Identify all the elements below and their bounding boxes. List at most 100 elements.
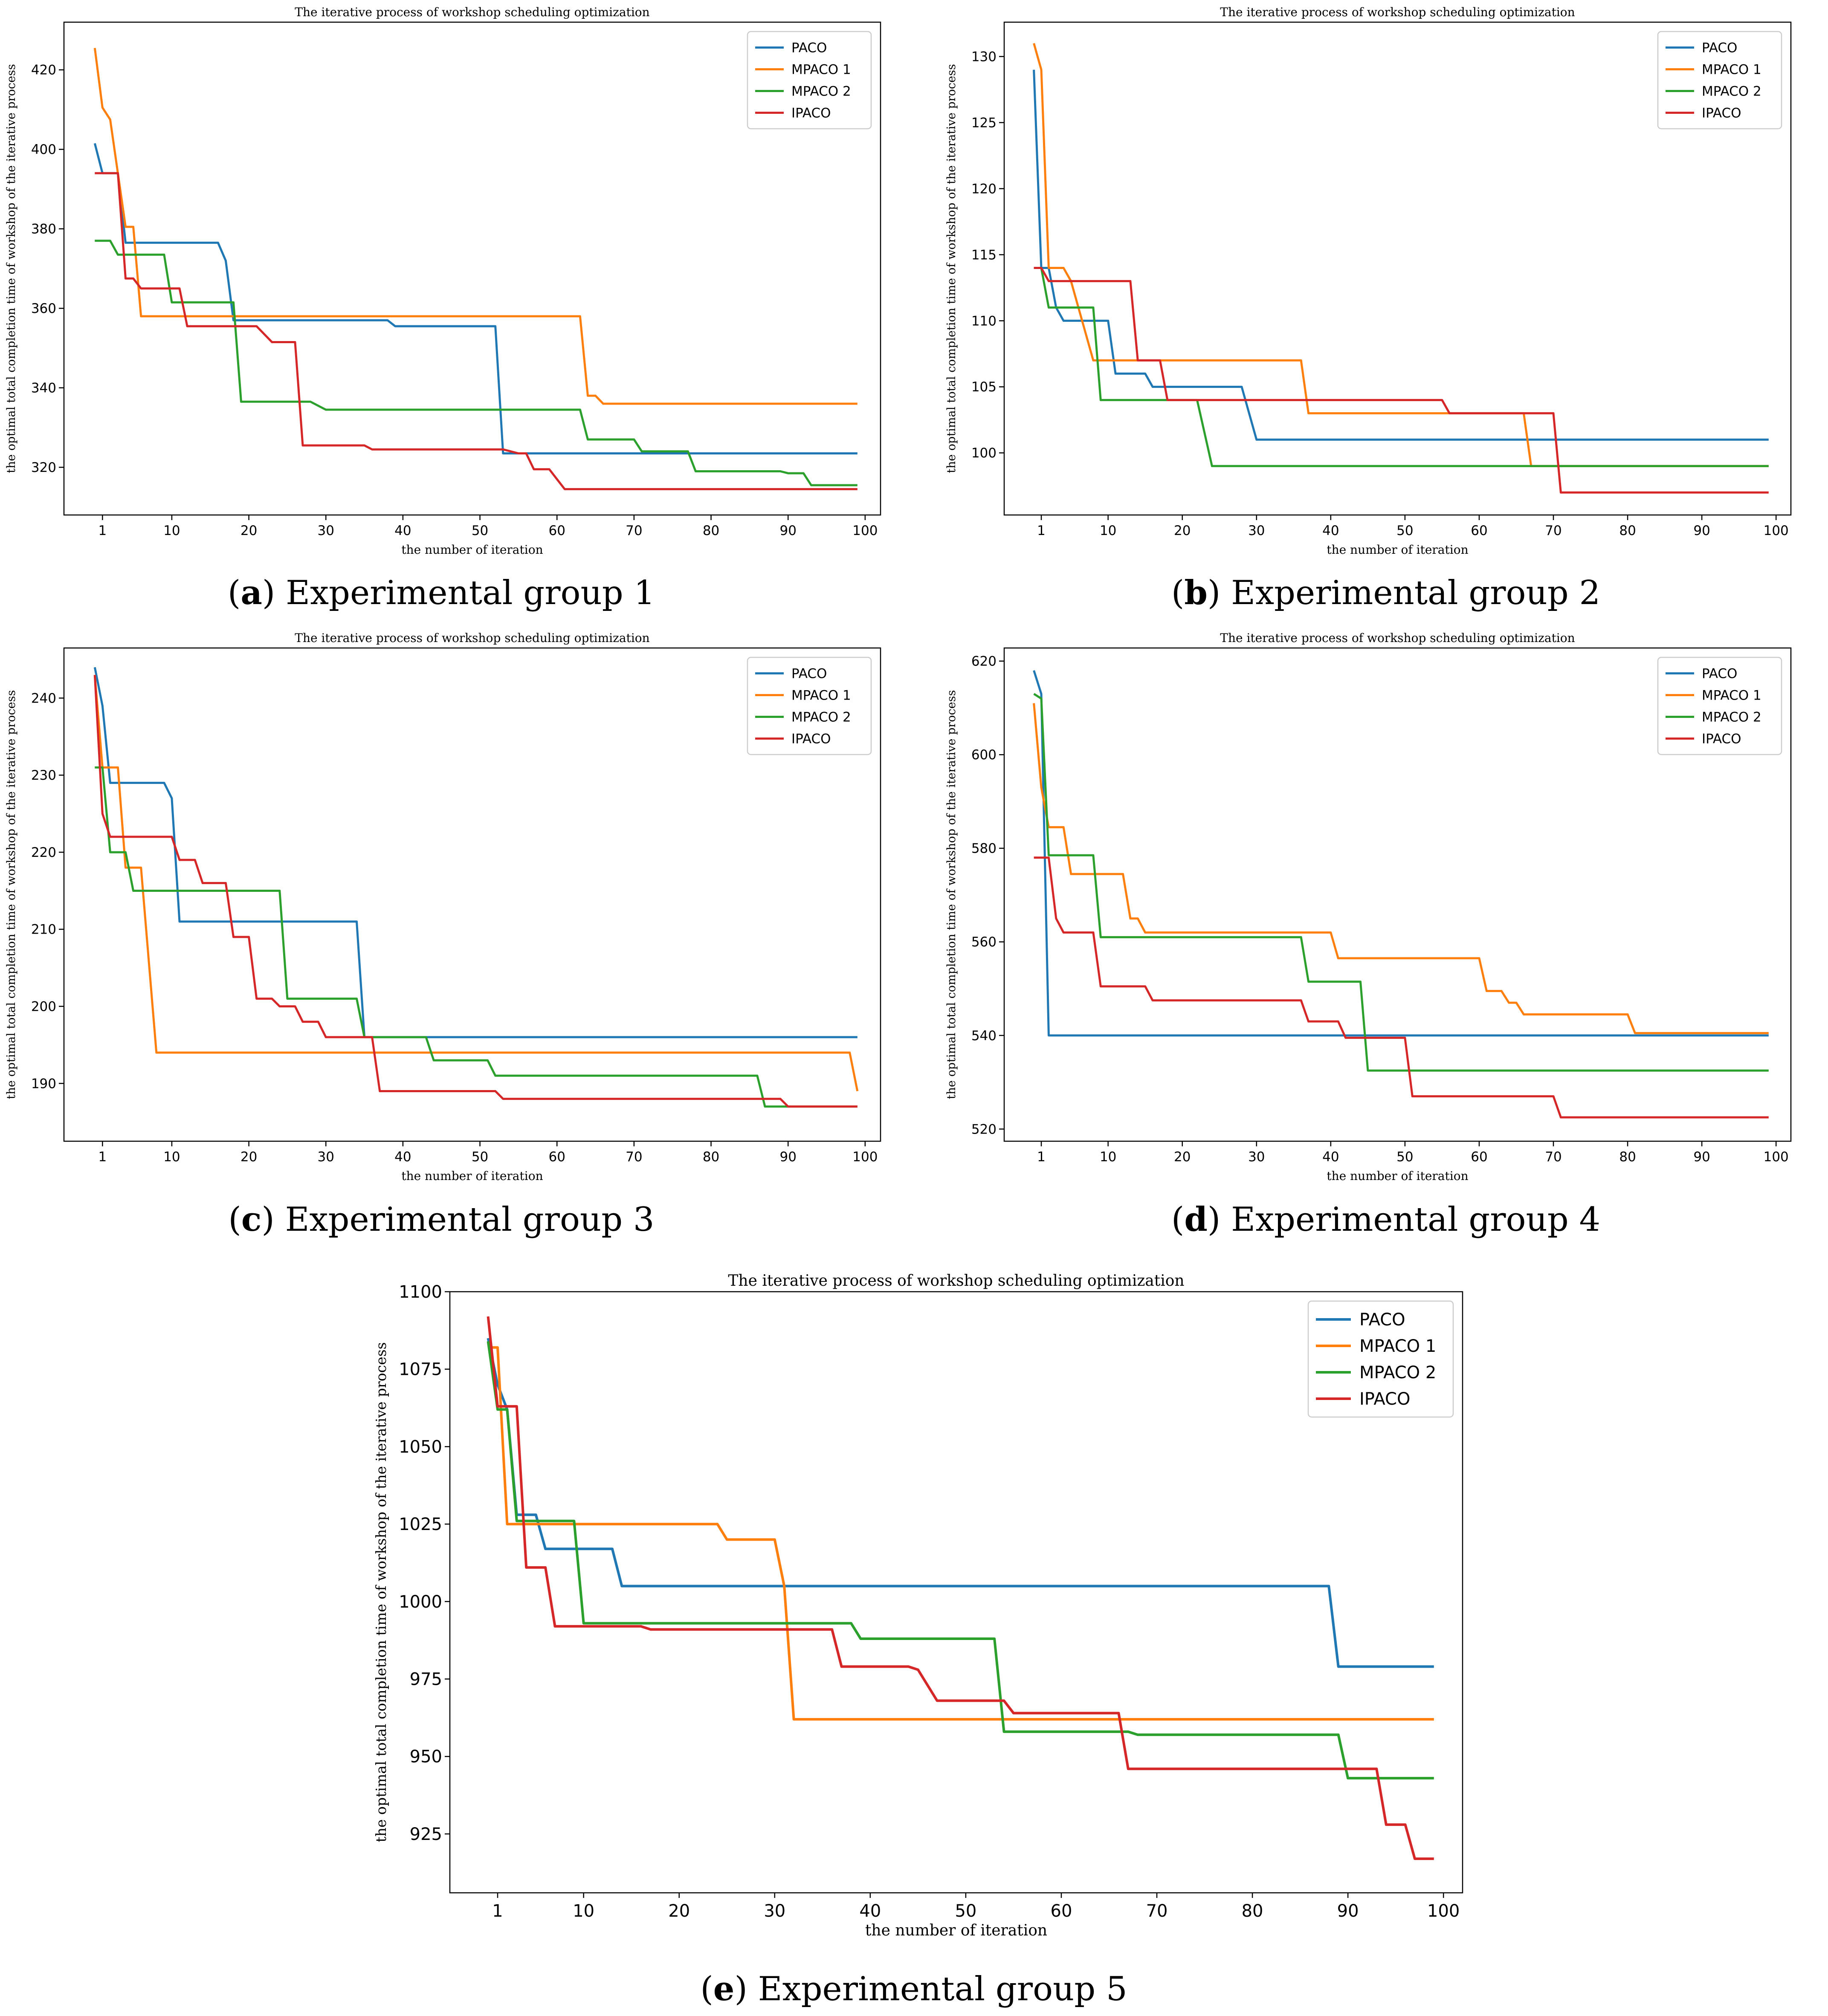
x-tick-label: 100 xyxy=(1764,523,1789,538)
legend-label: MPACO 2 xyxy=(1702,84,1761,99)
x-tick-label: 60 xyxy=(1471,1149,1487,1165)
y-tick-label: 110 xyxy=(971,313,997,329)
x-tick-label: 90 xyxy=(1693,1149,1710,1165)
series-line-ipaco xyxy=(1034,856,1769,1119)
series-line-ipaco xyxy=(95,172,858,490)
x-tick-label: 100 xyxy=(1427,1901,1460,1921)
x-tick-label: 60 xyxy=(548,523,565,538)
x-tick-label: 80 xyxy=(1619,523,1636,538)
x-tick-label: 10 xyxy=(1100,1149,1116,1165)
x-tick-label: 60 xyxy=(1471,523,1487,538)
y-tick-label: 120 xyxy=(971,181,997,197)
x-tick-label: 10 xyxy=(163,523,180,538)
series-line-paco xyxy=(93,143,858,454)
legend-label: MPACO 1 xyxy=(1702,688,1761,703)
y-axis-label: the optimal total completion time of wor… xyxy=(5,690,18,1099)
series-line-paco xyxy=(93,667,858,1038)
caption-b: (b) Experimental group 2 xyxy=(1171,573,1601,612)
legend-label: PACO xyxy=(791,666,827,681)
y-tick-label: 115 xyxy=(971,247,997,263)
chart-5: 1 10 20 30 40 50 60 70 80 90 100 925 950 975 1000 1025 1… xyxy=(373,1272,1463,1939)
x-tick-label: 30 xyxy=(318,1149,334,1165)
plot-frame xyxy=(449,1291,1463,1894)
y-tick-label: 105 xyxy=(971,379,997,395)
chart-title: The iterative process of workshop schedu… xyxy=(295,631,649,645)
x-tick-label: 30 xyxy=(318,523,334,538)
y-tick-label: 925 xyxy=(410,1825,442,1844)
caption-text: Experimental group 4 xyxy=(1231,1200,1601,1239)
y-tick-label: 950 xyxy=(410,1747,442,1767)
legend-box xyxy=(1307,1300,1454,1418)
series-line-ipaco xyxy=(93,675,858,1108)
caption-letter: d xyxy=(1184,1200,1208,1239)
plot-frame xyxy=(63,647,881,1142)
legend-label: MPACO 2 xyxy=(791,709,851,725)
y-tick-label: 420 xyxy=(31,63,56,78)
x-tick-label: 1 xyxy=(492,1901,503,1921)
x-tick-label: 70 xyxy=(1545,523,1561,538)
x-tick-label: 70 xyxy=(1146,1901,1168,1921)
x-tick-label: 10 xyxy=(163,1149,180,1165)
x-tick-label: 70 xyxy=(626,523,642,538)
x-tick-label: 40 xyxy=(1322,1149,1339,1165)
x-tick-label: 20 xyxy=(668,1901,690,1921)
caption-text: Experimental group 3 xyxy=(285,1200,655,1239)
chart-title: The iterative process of workshop schedu… xyxy=(728,1272,1184,1290)
plot-frame xyxy=(1003,647,1792,1142)
caption-letter: c xyxy=(241,1200,262,1239)
legend-box xyxy=(1657,31,1782,130)
x-tick-label: 50 xyxy=(1396,1149,1413,1165)
y-tick-label: 240 xyxy=(31,691,56,706)
caption-e: (e) Experimental group 5 xyxy=(700,1970,1127,2008)
y-tick-label: 620 xyxy=(971,654,997,669)
x-tick-label: 60 xyxy=(1051,1901,1072,1921)
y-tick-label: 1050 xyxy=(399,1437,442,1457)
y-tick-label: 560 xyxy=(971,934,997,950)
x-tick-label: 1 xyxy=(98,1149,107,1165)
legend-label: IPACO xyxy=(791,105,831,121)
legend-label: PACO xyxy=(1702,666,1737,681)
chart-1: 1 10 20 30 40 50 60 70 80 90 100 320 340 360 380 400 420… xyxy=(5,5,881,557)
x-tick-label: 1 xyxy=(1037,523,1046,538)
legend-label: PACO xyxy=(1702,40,1737,55)
y-tick-label: 190 xyxy=(31,1076,56,1091)
y-axis-label: the optimal total completion time of wor… xyxy=(945,64,958,473)
y-tick-label: 130 xyxy=(971,49,997,64)
series-line-mpaco-1 xyxy=(1033,703,1769,1034)
x-tick-label: 20 xyxy=(240,523,257,538)
x-tick-label: 80 xyxy=(1242,1901,1263,1921)
chart-title: The iterative process of workshop schedu… xyxy=(1220,631,1575,645)
x-tick-label: 10 xyxy=(573,1901,594,1921)
x-tick-label: 30 xyxy=(1248,1149,1265,1165)
caption-letter: a xyxy=(240,573,262,612)
series-line-mpaco-1 xyxy=(93,48,858,405)
x-tick-label: 20 xyxy=(240,1149,257,1165)
series-line-mpaco-2 xyxy=(95,240,858,486)
y-axis-label: the optimal total completion time of wor… xyxy=(373,1342,389,1842)
x-tick-label: 90 xyxy=(779,523,796,538)
series-line-paco xyxy=(487,1338,1434,1668)
x-tick-label: 40 xyxy=(859,1901,881,1921)
caption-d: (d) Experimental group 4 xyxy=(1171,1200,1601,1239)
y-tick-label: 1025 xyxy=(399,1515,442,1534)
y-tick-label: 580 xyxy=(971,841,997,856)
y-tick-label: 200 xyxy=(31,999,56,1014)
x-tick-label: 30 xyxy=(764,1901,785,1921)
y-tick-label: 520 xyxy=(971,1122,997,1137)
x-tick-label: 20 xyxy=(1174,523,1191,538)
x-tick-label: 40 xyxy=(394,523,411,538)
chart-3: 1 10 20 30 40 50 60 70 80 90 100 190 200 210 220 230 240… xyxy=(5,631,881,1183)
x-tick-label: 90 xyxy=(1693,523,1710,538)
legend-label: MPACO 1 xyxy=(1359,1336,1436,1356)
legend-label: MPACO 1 xyxy=(1702,62,1761,77)
caption-text: Experimental group 5 xyxy=(758,1970,1127,2008)
x-tick-label: 50 xyxy=(1396,523,1413,538)
legend-box xyxy=(747,657,872,755)
y-tick-label: 540 xyxy=(971,1028,997,1044)
x-tick-label: 90 xyxy=(1337,1901,1359,1921)
y-tick-label: 320 xyxy=(31,460,56,475)
chart-title: The iterative process of workshop schedu… xyxy=(295,5,649,19)
caption-letter: b xyxy=(1184,573,1208,612)
x-axis-label: the number of iteration xyxy=(1327,1169,1468,1183)
legend-label: IPACO xyxy=(1702,731,1741,746)
